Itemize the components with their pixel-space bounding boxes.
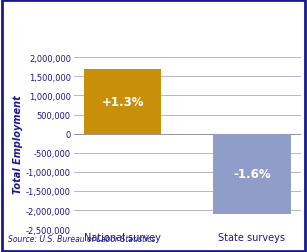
Text: Source: U.S. Bureau of Labor Statistics: Source: U.S. Bureau of Labor Statistics: [8, 234, 155, 243]
Text: June 2001 to June 2002: June 2001 to June 2002: [8, 40, 161, 52]
Text: Figure 1: Change in Employment: Figure 1: Change in Employment: [8, 11, 224, 23]
Bar: [213, 134, 290, 214]
Y-axis label: Total Employment: Total Employment: [13, 94, 23, 193]
Text: +1.3%: +1.3%: [102, 95, 144, 108]
Bar: [84, 69, 161, 134]
Text: -1.6%: -1.6%: [233, 168, 271, 181]
